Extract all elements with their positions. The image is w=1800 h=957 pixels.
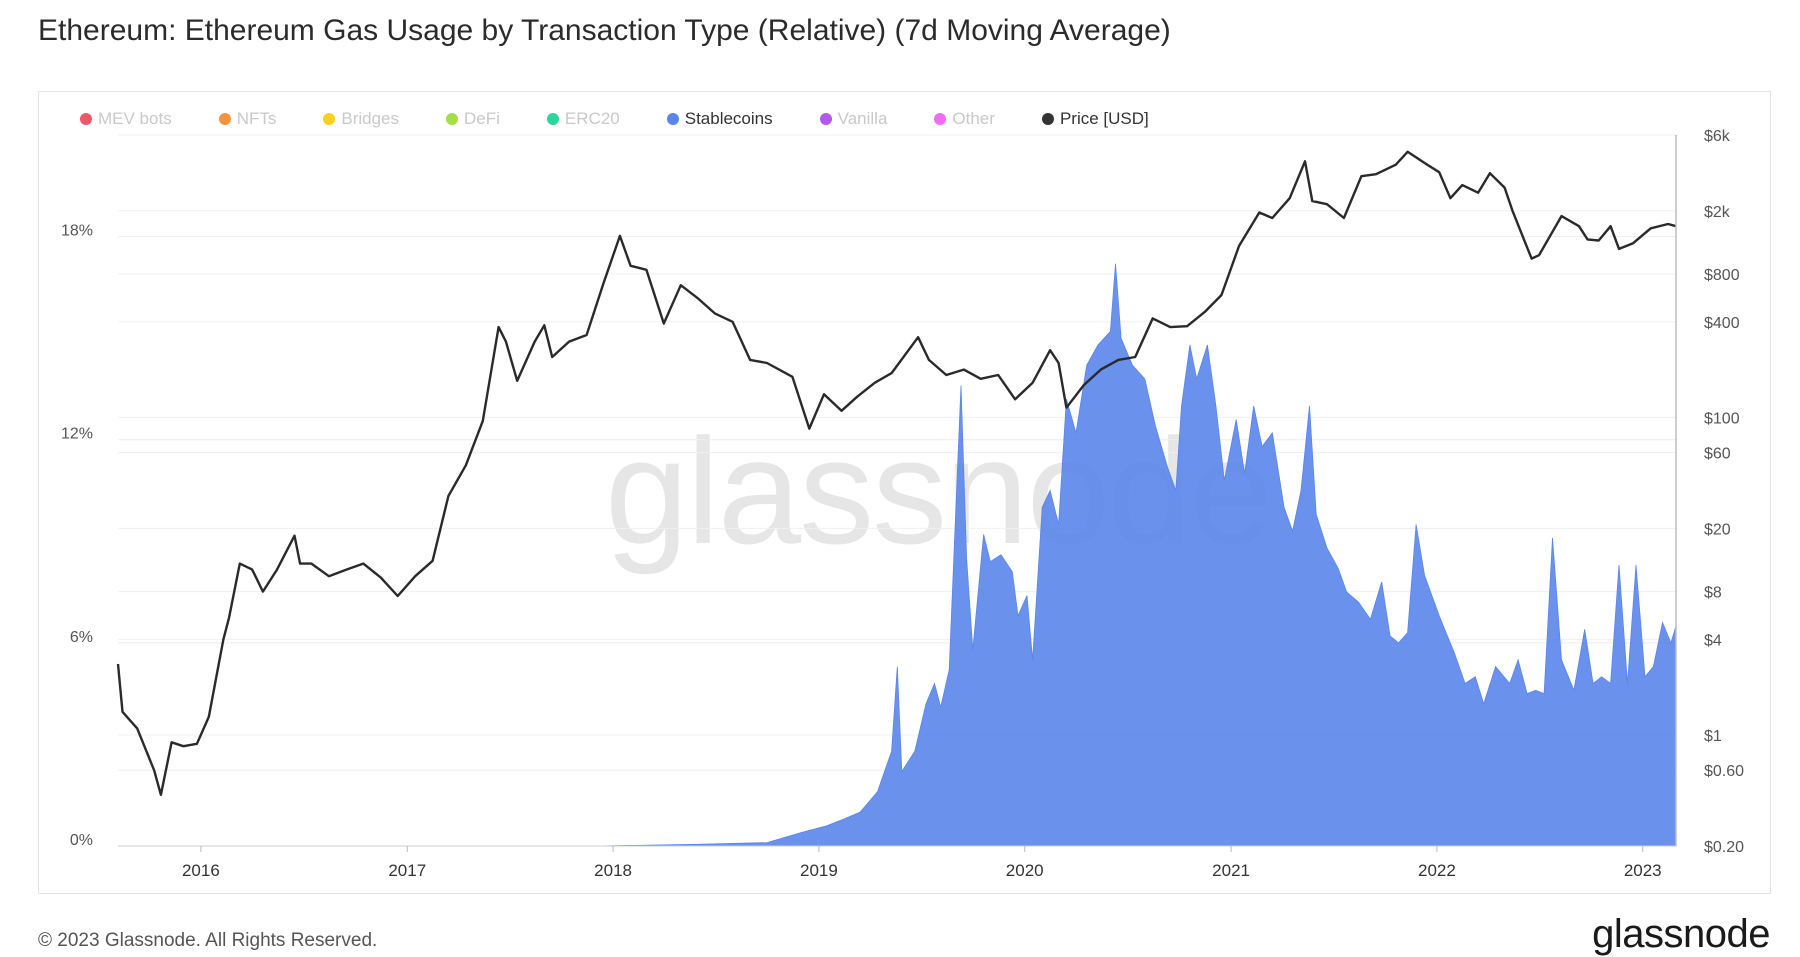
legend-item-erc20[interactable]: ERC20 <box>546 109 620 129</box>
legend-dot-icon <box>1041 113 1054 125</box>
legend-label: Vanilla <box>837 109 888 128</box>
x-tick-label: 2021 <box>1212 861 1250 880</box>
legend-label: ERC20 <box>564 109 620 128</box>
legend-label: Other <box>952 109 995 128</box>
legend-dot-icon <box>323 113 336 125</box>
legend-label: NFTs <box>236 109 277 128</box>
legend-item-stablecoins[interactable]: Stablecoins <box>666 109 773 129</box>
legend-label: MEV bots <box>98 109 172 128</box>
y-right-tick-label: $60 <box>1704 446 1731 463</box>
x-tick-label: 2019 <box>800 861 838 880</box>
x-tick-label: 2022 <box>1418 861 1456 880</box>
x-tick-label: 2016 <box>182 861 220 880</box>
legend-item-vanilla[interactable]: Vanilla <box>819 109 888 129</box>
legend-item-other[interactable]: Other <box>934 109 995 129</box>
y-left-tick-label: 6% <box>70 629 93 646</box>
legend-item-price-usd[interactable]: Price [USD] <box>1041 109 1149 129</box>
legend: MEV bots NFTs Bridges DeFi ERC20 Stablecoins V… <box>80 108 1196 130</box>
y-right-tick-label: $0.20 <box>1704 839 1744 856</box>
x-tick-label: 2020 <box>1006 861 1044 880</box>
y-right-tick-label: $100 <box>1704 410 1740 427</box>
legend-dot-icon <box>666 113 679 125</box>
legend-dot-icon <box>546 113 559 125</box>
legend-dot-icon <box>446 113 459 125</box>
legend-dot-icon <box>80 113 92 125</box>
series-stablecoins-area <box>118 263 1677 847</box>
chart-title: Ethereum: Ethereum Gas Usage by Transact… <box>38 14 1171 47</box>
legend-item-nfts[interactable]: NFTs <box>218 109 277 129</box>
x-tick-label: 2017 <box>388 861 426 880</box>
y-left-tick-label: 0% <box>70 832 93 849</box>
price-line-layer <box>116 150 1677 796</box>
chart-frame <box>38 91 1771 894</box>
y-right-tick-label: $0.60 <box>1704 763 1744 780</box>
legend-dot-icon <box>218 113 231 125</box>
y-right-tick-label: $400 <box>1704 315 1740 332</box>
x-tick-label: 2018 <box>594 861 632 880</box>
legend-label: DeFi <box>464 109 500 128</box>
x-tick-label: 2023 <box>1624 861 1662 880</box>
legend-item-defi[interactable]: DeFi <box>446 109 500 129</box>
y-right-tick-label: $800 <box>1704 267 1740 284</box>
axes-layer: 2016 2017 2018 2019 2020 2021 2022 2023 0% 6% 12% 1… <box>61 128 1744 880</box>
legend-label: Stablecoins <box>684 109 773 128</box>
legend-item-bridges[interactable]: Bridges <box>323 109 399 129</box>
y-right-tick-label: $4 <box>1704 632 1722 649</box>
stablecoins-area-layer <box>118 263 1677 847</box>
legend-label: Price [USD] <box>1059 109 1149 128</box>
series-price-line <box>116 150 1677 796</box>
legend-dot-icon <box>934 113 947 125</box>
y-right-tick-label: $6k <box>1704 128 1731 145</box>
legend-item-mev-bots[interactable]: MEV bots <box>80 109 172 129</box>
y-left-tick-label: 12% <box>61 426 93 443</box>
y-right-tick-label: $1 <box>1704 728 1722 745</box>
legend-dot-icon <box>819 113 832 125</box>
y-left-tick-label: 18% <box>61 223 93 240</box>
brand-logo: glassnode <box>1592 912 1770 956</box>
y-right-tick-label: $8 <box>1704 585 1722 602</box>
y-right-tick-label: $20 <box>1704 521 1731 538</box>
legend-label: Bridges <box>341 109 400 128</box>
y-right-tick-label: $2k <box>1704 204 1731 221</box>
copyright-footer: © 2023 Glassnode. All Rights Reserved. <box>38 930 378 951</box>
